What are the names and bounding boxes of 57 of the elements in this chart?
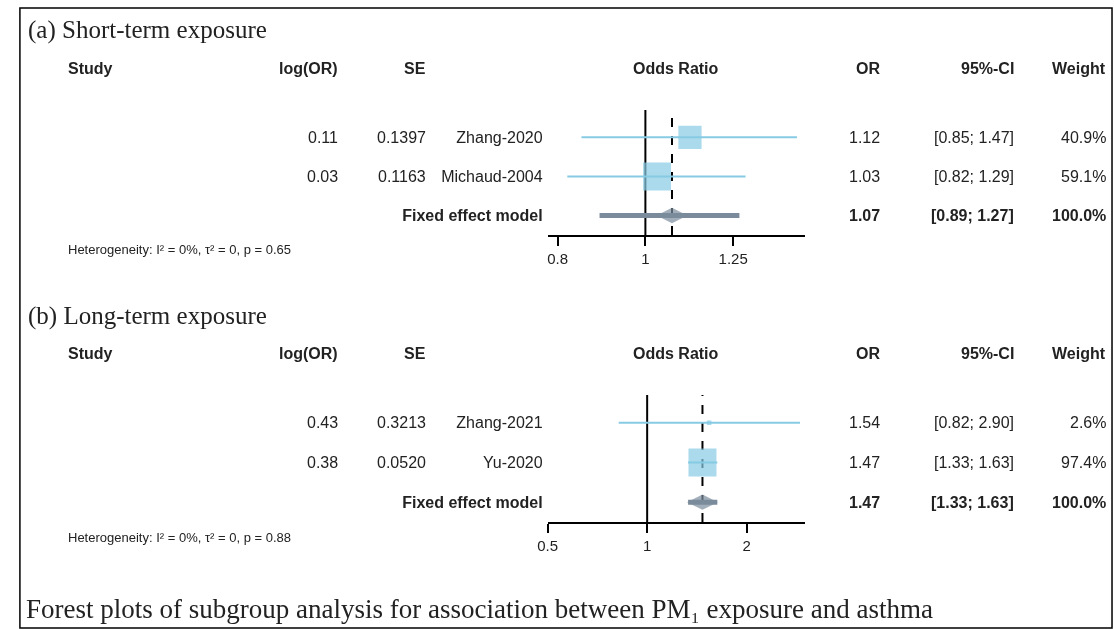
text: [1.33; 1.63] <box>931 494 1014 511</box>
text: Study <box>68 345 113 362</box>
text: Study <box>68 60 113 77</box>
text: [0.85; 1.47] <box>934 129 1015 146</box>
text: 1.03 <box>849 168 881 185</box>
text: 1.47 <box>849 454 881 471</box>
text: 95%-CI <box>961 60 1015 77</box>
text: 59.1% <box>1061 168 1107 185</box>
text: (a) Short-term exposure <box>28 16 267 44</box>
x-axis-title: Odds Ratio <box>633 345 719 362</box>
text: 1.07 <box>849 207 881 224</box>
text: SE <box>404 345 426 362</box>
text: 1.12 <box>849 129 881 146</box>
text: 0.11 <box>308 129 339 146</box>
text: 100.0% <box>1052 207 1107 224</box>
text: Heterogeneity: I² = 0%, τ² = 0, p = 0.65 <box>68 242 292 257</box>
y-tick-label: Zhang-2020 <box>456 128 543 146</box>
y-tick-label: Michaud-2004 <box>441 168 543 186</box>
text: 0.3213 <box>377 414 427 431</box>
x-axis-title: Odds Ratio <box>633 60 719 77</box>
y-tick-label: Yu-2020 <box>483 454 543 472</box>
text: 1.54 <box>849 414 881 431</box>
text: SE <box>404 60 426 77</box>
text: 97.4% <box>1061 454 1107 471</box>
text: 100.0% <box>1052 494 1107 511</box>
x-tick-label: 1.25 <box>718 250 748 267</box>
text: 0.0520 <box>377 454 427 471</box>
text: OR <box>856 345 881 362</box>
text: 0.03 <box>307 168 339 185</box>
text: Heterogeneity: I² = 0%, τ² = 0, p = 0.88 <box>68 530 292 545</box>
x-tick-label: 0.5 <box>537 537 559 554</box>
text: 95%-CI <box>961 345 1015 362</box>
x-tick-label: 0.8 <box>547 250 569 267</box>
x-tick-label: 2 <box>742 537 751 554</box>
text: 2.6% <box>1070 414 1107 431</box>
text: log(OR) <box>279 345 338 362</box>
text: [0.82; 2.90] <box>934 414 1015 431</box>
x-tick-label: 1 <box>641 250 650 267</box>
text: Forest plots of subgroup analysis for association between PM₁ exposure and asthma <box>26 594 934 624</box>
y-tick-label: Fixed effect model <box>402 207 543 225</box>
text: 0.1163 <box>378 168 426 185</box>
text: 40.9% <box>1061 129 1107 146</box>
y-tick-label: Fixed effect model <box>402 493 543 511</box>
text: (b) Long-term exposure <box>28 302 267 330</box>
text: 0.43 <box>307 414 339 431</box>
text: 1.47 <box>849 494 881 511</box>
text: [0.82; 1.29] <box>934 168 1015 185</box>
text: OR <box>856 60 881 77</box>
text: log(OR) <box>279 60 338 77</box>
text: 0.38 <box>307 454 339 471</box>
text: [1.33; 1.63] <box>934 454 1015 471</box>
text: [0.89; 1.27] <box>931 207 1014 224</box>
y-tick-label: Zhang-2021 <box>456 414 543 432</box>
x-tick-label: 1 <box>642 537 652 554</box>
text: 0.1397 <box>377 129 427 146</box>
text: Weight <box>1052 345 1106 362</box>
text: Weight <box>1052 60 1106 77</box>
